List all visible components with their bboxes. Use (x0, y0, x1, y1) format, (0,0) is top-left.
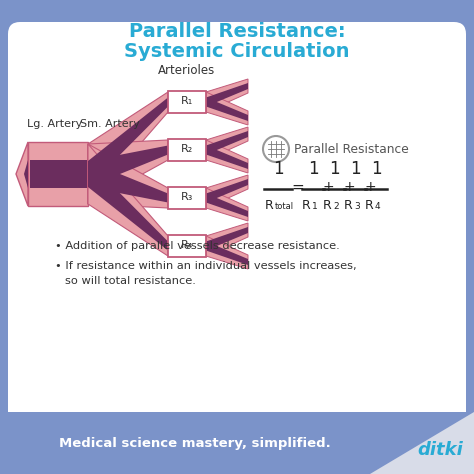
Text: R₁: R₁ (181, 96, 193, 106)
Polygon shape (206, 227, 248, 250)
FancyBboxPatch shape (168, 187, 206, 209)
FancyBboxPatch shape (168, 91, 206, 113)
Text: Sm. Artery: Sm. Artery (80, 119, 140, 129)
Text: Lg. Artery: Lg. Artery (27, 119, 82, 129)
Text: 1: 1 (308, 160, 319, 178)
Text: 4: 4 (375, 202, 381, 211)
Text: • Addition of parallel vessels decrease resistance.: • Addition of parallel vessels decrease … (55, 241, 340, 251)
Polygon shape (206, 140, 248, 173)
Text: so will total resistance.: so will total resistance. (65, 276, 196, 286)
Text: Parallel Resistance:: Parallel Resistance: (128, 21, 346, 40)
Text: R: R (265, 199, 274, 212)
Text: R₃: R₃ (181, 192, 193, 202)
Polygon shape (206, 179, 248, 202)
Polygon shape (28, 142, 88, 206)
Polygon shape (206, 83, 248, 107)
Text: • If resistance within an individual vessels increases,: • If resistance within an individual ves… (55, 261, 356, 271)
FancyBboxPatch shape (168, 139, 206, 161)
Polygon shape (88, 98, 168, 187)
Polygon shape (88, 146, 168, 187)
Polygon shape (206, 193, 248, 217)
Text: 1: 1 (312, 202, 318, 211)
Text: 1: 1 (273, 160, 283, 178)
Polygon shape (206, 98, 248, 121)
Text: =: = (292, 180, 304, 194)
Text: Arterioles: Arterioles (158, 64, 216, 76)
Polygon shape (206, 223, 248, 256)
Polygon shape (88, 140, 168, 204)
Circle shape (263, 136, 289, 162)
Text: R: R (302, 199, 311, 212)
Polygon shape (88, 161, 168, 250)
Text: R₂: R₂ (181, 144, 193, 154)
Text: Systemic Circulation: Systemic Circulation (124, 42, 350, 61)
FancyBboxPatch shape (8, 22, 466, 424)
Polygon shape (88, 92, 168, 204)
Polygon shape (206, 146, 248, 169)
Text: R: R (344, 199, 353, 212)
Polygon shape (88, 144, 168, 208)
Text: ditki: ditki (417, 441, 463, 459)
Text: R: R (365, 199, 374, 212)
Polygon shape (206, 79, 248, 112)
Bar (0, 412, 474, 474)
Polygon shape (16, 142, 28, 206)
Text: R₄: R₄ (181, 240, 193, 250)
Polygon shape (206, 131, 248, 155)
Polygon shape (24, 160, 28, 188)
Polygon shape (370, 412, 474, 474)
Polygon shape (206, 92, 248, 125)
Polygon shape (206, 127, 248, 160)
Text: +: + (322, 180, 334, 194)
Polygon shape (206, 236, 248, 269)
Text: 1: 1 (350, 160, 360, 178)
Text: +: + (364, 180, 376, 194)
Text: 2: 2 (333, 202, 338, 211)
Polygon shape (88, 161, 168, 202)
Polygon shape (88, 144, 168, 256)
Text: Parallel Resistance: Parallel Resistance (294, 143, 409, 155)
Text: 3: 3 (354, 202, 360, 211)
Text: Medical science mastery, simplified.: Medical science mastery, simplified. (59, 437, 331, 449)
Text: total: total (275, 202, 294, 211)
Polygon shape (206, 241, 248, 265)
Polygon shape (206, 188, 248, 221)
Text: 1: 1 (371, 160, 381, 178)
FancyBboxPatch shape (168, 235, 206, 257)
Text: +: + (343, 180, 355, 194)
Text: R: R (323, 199, 332, 212)
Text: 1: 1 (328, 160, 339, 178)
Polygon shape (206, 175, 248, 208)
Polygon shape (30, 160, 88, 188)
